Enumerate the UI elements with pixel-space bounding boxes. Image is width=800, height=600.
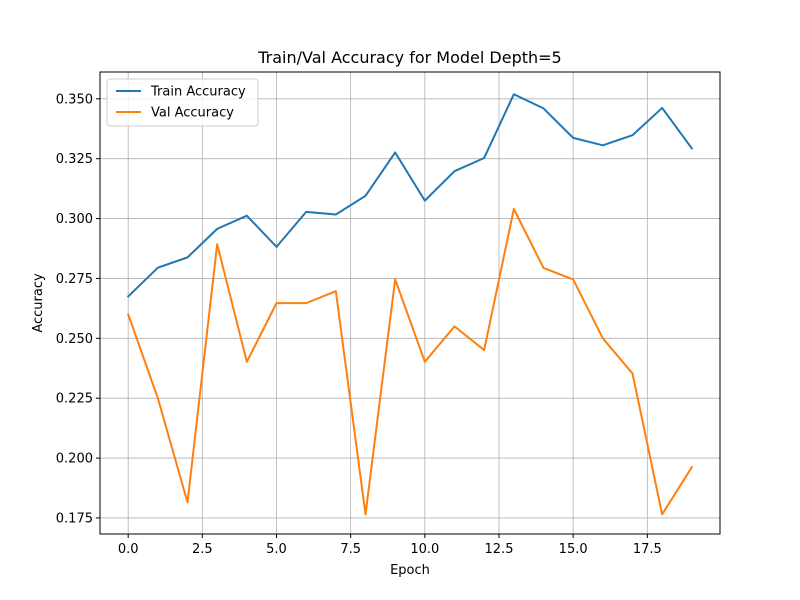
legend-box xyxy=(106,78,259,127)
chart-title: Train/Val Accuracy for Model Depth=5 xyxy=(257,48,561,67)
y-tick-label: 0.225 xyxy=(56,392,93,407)
x-tick-label: 17.5 xyxy=(633,542,662,557)
x-tick-label: 7.5 xyxy=(340,542,361,557)
legend: Train Accuracy Val Accuracy xyxy=(106,78,259,127)
y-tick-label: 0.275 xyxy=(56,272,93,287)
plot-frame xyxy=(99,71,721,535)
y-axis-ticks: 0.175 0.200 0.225 0.250 0.275 0.300 0.325 0.350 xyxy=(56,92,100,526)
x-tick-label: 5.0 xyxy=(266,542,287,557)
y-tick-label: 0.325 xyxy=(56,152,93,167)
series-lines xyxy=(126,93,694,516)
series-line-1 xyxy=(126,208,694,516)
legend-label-0: Train Accuracy xyxy=(150,85,246,100)
x-tick-label: 12.5 xyxy=(485,542,514,557)
y-tick-label: 0.175 xyxy=(56,511,93,526)
y-axis-label: Accuracy xyxy=(31,273,46,333)
grid xyxy=(100,72,720,534)
x-axis-label: Epoch xyxy=(390,563,430,578)
y-tick-label: 0.200 xyxy=(56,452,93,467)
x-tick-label: 2.5 xyxy=(192,542,213,557)
y-tick-label: 0.300 xyxy=(56,212,93,227)
y-tick-label: 0.350 xyxy=(56,92,93,107)
y-tick-label: 0.250 xyxy=(56,332,93,347)
x-tick-label: 10.0 xyxy=(410,542,439,557)
series-line-0 xyxy=(126,93,694,298)
x-axis-ticks: 0.0 2.5 5.0 7.5 10.0 12.5 15.0 17.5 xyxy=(118,534,662,557)
x-tick-label: 0.0 xyxy=(118,542,139,557)
legend-label-1: Val Accuracy xyxy=(151,106,234,121)
x-tick-label: 15.0 xyxy=(559,542,588,557)
